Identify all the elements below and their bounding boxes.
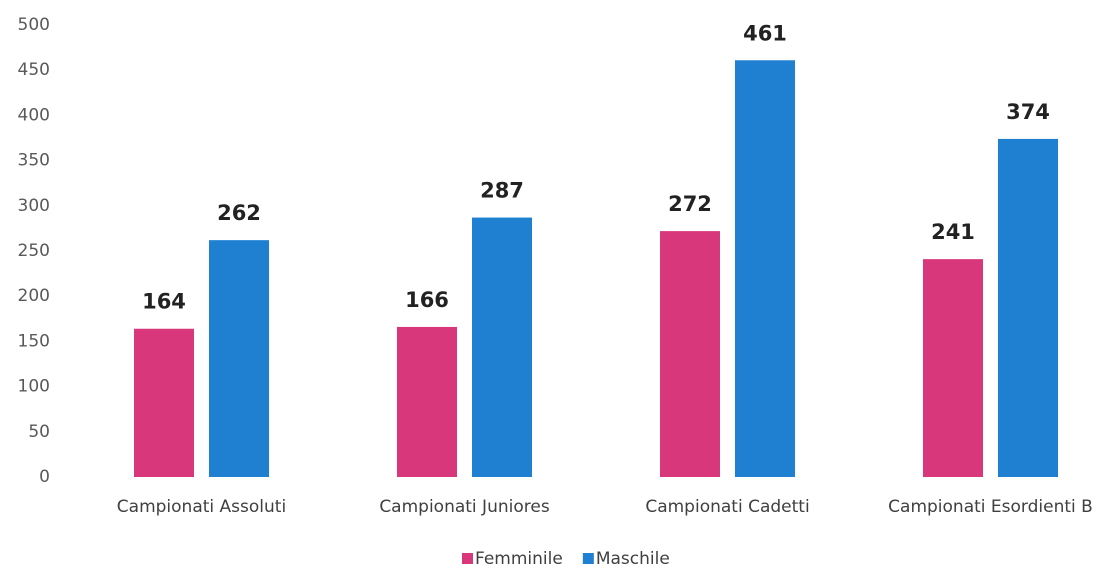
y-tick-label: 350	[18, 151, 50, 171]
bar	[660, 231, 720, 477]
data-label: 272	[668, 192, 712, 216]
bar	[134, 328, 194, 477]
data-label: 241	[931, 220, 975, 244]
bar	[472, 217, 532, 477]
data-label: 461	[743, 21, 787, 45]
x-tick-label: Campionati Cadetti	[645, 497, 809, 517]
data-label: 166	[405, 288, 449, 312]
y-tick-label: 150	[18, 331, 50, 351]
data-label: 164	[142, 290, 186, 314]
legend-label: Femminile	[475, 549, 563, 569]
y-tick-label: 300	[18, 196, 50, 216]
bar	[209, 240, 269, 477]
data-label: 374	[1006, 100, 1050, 124]
x-tick-label: Campionati Esordienti B	[888, 497, 1093, 517]
legend-swatch	[582, 553, 594, 564]
y-tick-label: 450	[18, 60, 50, 80]
bar	[998, 138, 1058, 478]
legend-label: Maschile	[596, 549, 670, 569]
y-tick-label: 50	[28, 422, 50, 442]
y-tick-label: 500	[18, 15, 50, 35]
x-tick-label: Campionati Assoluti	[117, 497, 286, 517]
data-label: 262	[217, 201, 261, 225]
bar	[397, 326, 457, 477]
y-tick-label: 100	[18, 377, 50, 397]
y-tick-label: 250	[18, 241, 50, 261]
bar	[923, 259, 983, 477]
y-tick-label: 0	[39, 467, 50, 487]
y-tick-label: 400	[18, 105, 50, 125]
x-tick-label: Campionati Juniores	[379, 497, 550, 517]
bar	[735, 60, 795, 477]
data-label: 287	[480, 179, 524, 203]
y-tick-label: 200	[18, 286, 50, 306]
legend-swatch	[462, 553, 473, 564]
